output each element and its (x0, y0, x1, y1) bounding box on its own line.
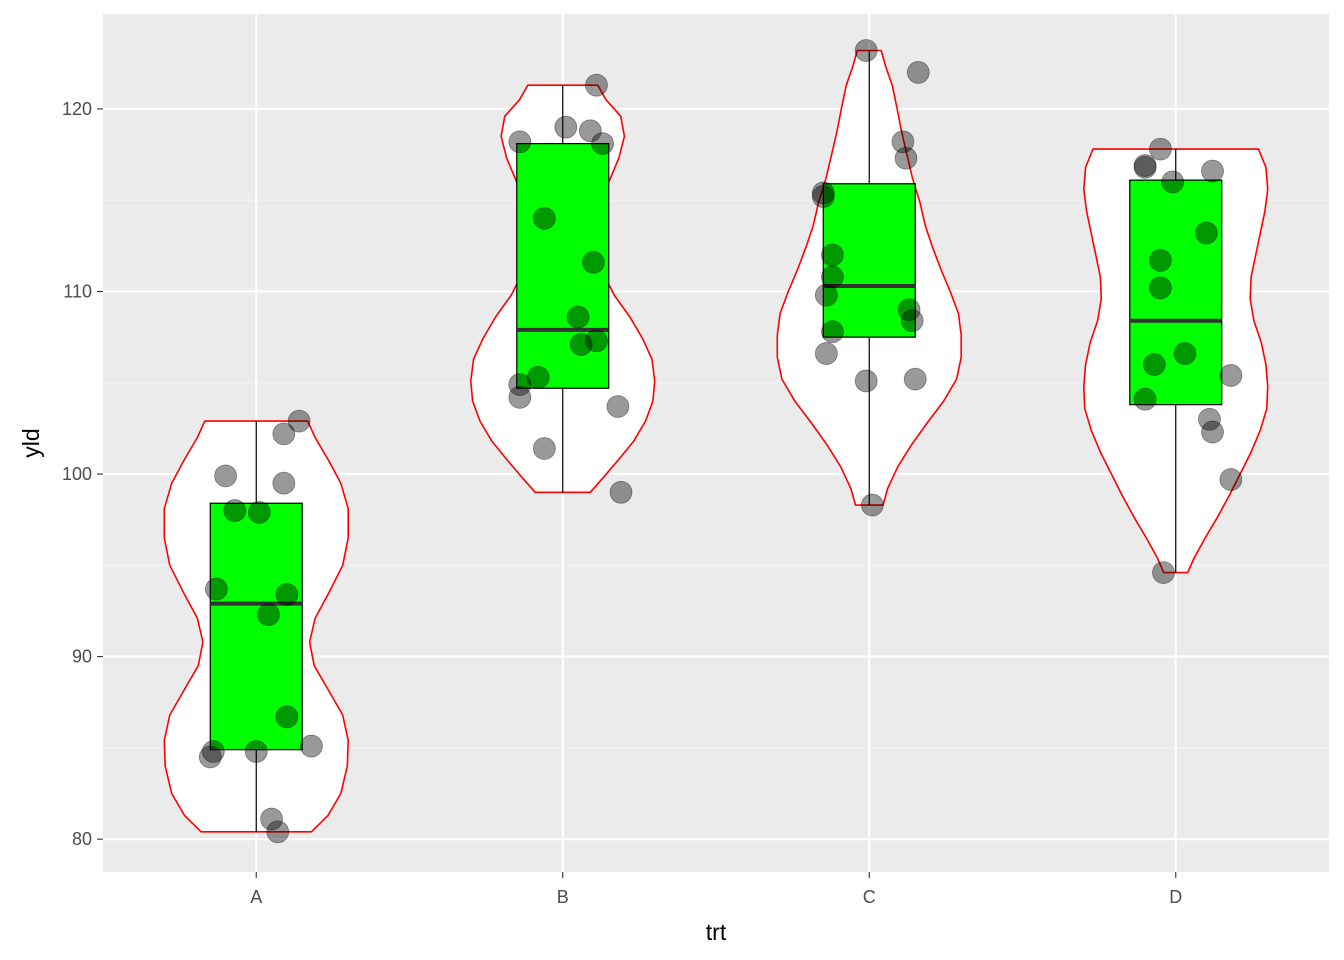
data-point-A (272, 471, 296, 495)
data-point-D (1161, 170, 1185, 194)
data-point-D (1149, 276, 1172, 300)
box-D (1129, 179, 1223, 406)
x-tick-label: A (250, 887, 262, 907)
data-point-B (569, 333, 593, 356)
x-tick-label: D (1169, 887, 1182, 907)
data-point-A (223, 499, 247, 522)
box-C (822, 183, 916, 338)
box-B (516, 143, 610, 389)
x-axis-title: trt (706, 919, 727, 945)
data-point-B (554, 115, 578, 139)
data-point-A (287, 409, 311, 433)
data-point-A (205, 577, 228, 601)
data-point-B (566, 305, 590, 329)
data-point-A (266, 820, 290, 844)
y-tick-label: 80 (72, 829, 92, 849)
data-point-D (1198, 407, 1221, 431)
data-point-C (900, 309, 924, 333)
y-tick-label: 90 (72, 647, 92, 667)
data-point-D (1149, 249, 1172, 272)
data-point-B (609, 480, 633, 504)
data-point-A (244, 740, 268, 763)
data-point-D (1142, 353, 1166, 376)
data-point-C (821, 320, 844, 344)
data-point-B (585, 329, 608, 353)
data-point-C (854, 369, 878, 393)
data-point-D (1201, 159, 1224, 183)
x-tick-label: C (863, 887, 876, 907)
y-tick-label: 120 (62, 99, 92, 119)
y-tick-label: 100 (62, 464, 92, 484)
data-point-A (201, 740, 225, 763)
group-C (776, 39, 962, 517)
category-groups (163, 39, 1269, 844)
data-point-D (1195, 221, 1218, 245)
data-point-A (260, 807, 283, 831)
y-axis-title: yld (18, 428, 44, 457)
data-point-B (508, 130, 532, 154)
data-point-C (903, 367, 927, 391)
data-point-B (591, 132, 614, 156)
data-point-D (1219, 364, 1243, 387)
data-point-D (1219, 468, 1243, 491)
y-tick-label: 110 (63, 281, 92, 301)
data-point-C (906, 61, 930, 84)
x-tick-label: B (557, 887, 569, 907)
group-D (1083, 137, 1269, 585)
data-point-A (272, 422, 296, 446)
data-point-C (860, 493, 884, 517)
data-point-C (814, 283, 838, 307)
data-point-C (894, 146, 918, 170)
data-point-D (1201, 420, 1224, 444)
data-point-A (247, 500, 271, 524)
data-point-D (1133, 387, 1157, 411)
data-point-A (198, 745, 222, 769)
x-axis-ticks: A B C D (250, 872, 1182, 907)
data-point-C (811, 185, 835, 208)
data-point-B (585, 73, 608, 97)
y-axis-ticks: 80 90 100 110 120 (62, 99, 103, 849)
data-point-D (1173, 342, 1197, 365)
data-point-B (526, 365, 550, 389)
data-point-C (821, 243, 844, 267)
data-point-A (214, 464, 238, 488)
data-point-C (811, 181, 835, 205)
group-B (470, 73, 656, 504)
box-A (209, 502, 303, 751)
data-point-B (532, 437, 556, 460)
group-A (163, 409, 349, 844)
data-point-D (1133, 154, 1157, 177)
data-point-C (891, 130, 915, 154)
data-point-D (1133, 155, 1157, 179)
data-point-A (257, 603, 280, 626)
data-point-B (606, 395, 630, 418)
data-point-A (300, 734, 323, 758)
data-point-B (532, 207, 556, 230)
data-point-B (578, 119, 602, 143)
data-point-D (1149, 137, 1172, 161)
data-point-B (582, 250, 605, 274)
data-point-C (821, 265, 844, 289)
data-point-B (508, 373, 532, 396)
data-point-B (508, 385, 532, 409)
data-point-C (897, 298, 921, 322)
data-point-C (814, 342, 838, 365)
data-point-A (275, 583, 299, 606)
data-point-C (854, 39, 878, 62)
data-point-D (1152, 561, 1175, 585)
data-point-A (275, 705, 299, 729)
